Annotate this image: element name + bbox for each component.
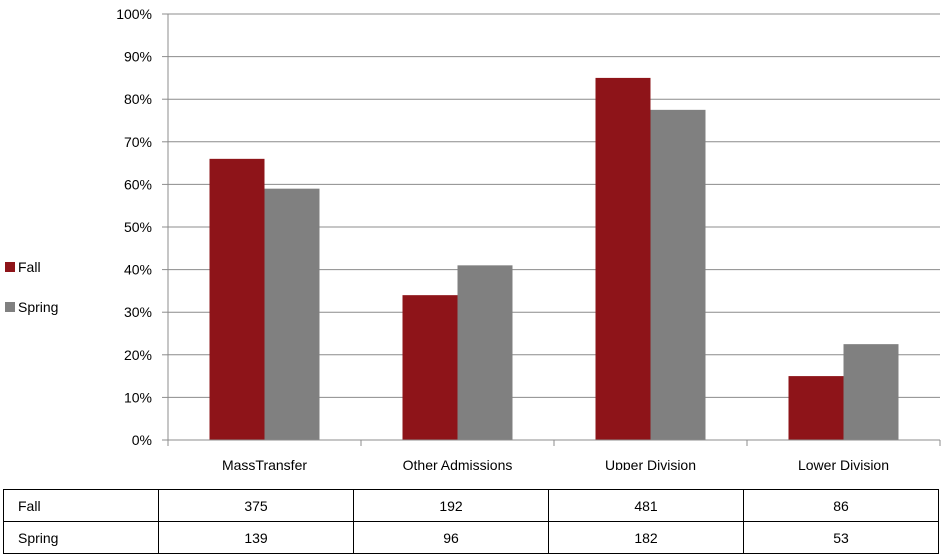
x-tick-label: Upper Division — [605, 457, 696, 470]
bar-chart: 0% 10% 20% 30% 40% 50% 60% 70% 80% 90% 100% MassTr… — [116, 6, 941, 470]
y-tick-label: 0% — [132, 432, 152, 448]
y-tick-label: 10% — [124, 389, 152, 405]
bar-fall-1 — [402, 295, 458, 440]
bars — [209, 77, 899, 441]
y-tick-label: 90% — [124, 49, 152, 65]
table-row-label: Fall — [3, 489, 159, 522]
y-tick-label: 60% — [124, 176, 152, 192]
y-tick-label: 40% — [124, 262, 152, 278]
y-tick-labels: 0% 10% 20% 30% 40% 50% 60% 70% 80% 90% 100% — [116, 6, 152, 448]
table-row-spring: Spring 139 96 182 53 — [3, 521, 939, 554]
y-tick-label: 100% — [116, 6, 152, 22]
bar-spring-2 — [650, 109, 706, 440]
x-tick-label: MassTransfer — [222, 457, 307, 470]
bar-spring-1 — [457, 265, 513, 440]
bar-fall-3 — [788, 376, 844, 440]
y-tick-label: 70% — [124, 134, 152, 150]
table-cell: 53 — [743, 521, 939, 554]
table-row-fall: Fall 375 192 481 86 — [3, 489, 939, 522]
y-tick-label: 80% — [124, 91, 152, 107]
x-tick-label: Other Admissions — [403, 457, 513, 470]
legend-swatch-fall — [5, 262, 15, 272]
legend-label-spring: Spring — [18, 299, 59, 315]
bar-fall-2 — [595, 77, 651, 441]
y-tick-label: 20% — [124, 347, 152, 363]
data-table: Fall 375 192 481 86 Spring 139 96 182 53 — [3, 489, 939, 554]
bar-spring-3 — [843, 344, 899, 440]
bar-spring-0 — [264, 188, 320, 440]
y-tick-label: 30% — [124, 304, 152, 320]
table-cell: 182 — [548, 521, 744, 554]
y-tick-label: 50% — [124, 219, 152, 235]
legend-swatch-spring — [5, 302, 15, 312]
bar-fall-0 — [209, 158, 265, 440]
table-cell: 139 — [158, 521, 354, 554]
table-cell: 481 — [548, 489, 744, 522]
table-cell: 375 — [158, 489, 354, 522]
table-cell: 86 — [743, 489, 939, 522]
legend-label-fall: Fall — [18, 259, 41, 275]
table-cell: 96 — [353, 521, 549, 554]
x-tick-labels: MassTransfer Other Admissions Upper Divisi… — [222, 457, 889, 470]
legend: Fall Spring — [5, 258, 58, 338]
legend-item-fall: Fall — [5, 258, 58, 276]
table-cell: 192 — [353, 489, 549, 522]
axes — [162, 13, 941, 446]
table-row-label: Spring — [3, 521, 159, 554]
legend-item-spring: Spring — [5, 298, 58, 316]
x-tick-label: Lower Division — [798, 457, 889, 470]
